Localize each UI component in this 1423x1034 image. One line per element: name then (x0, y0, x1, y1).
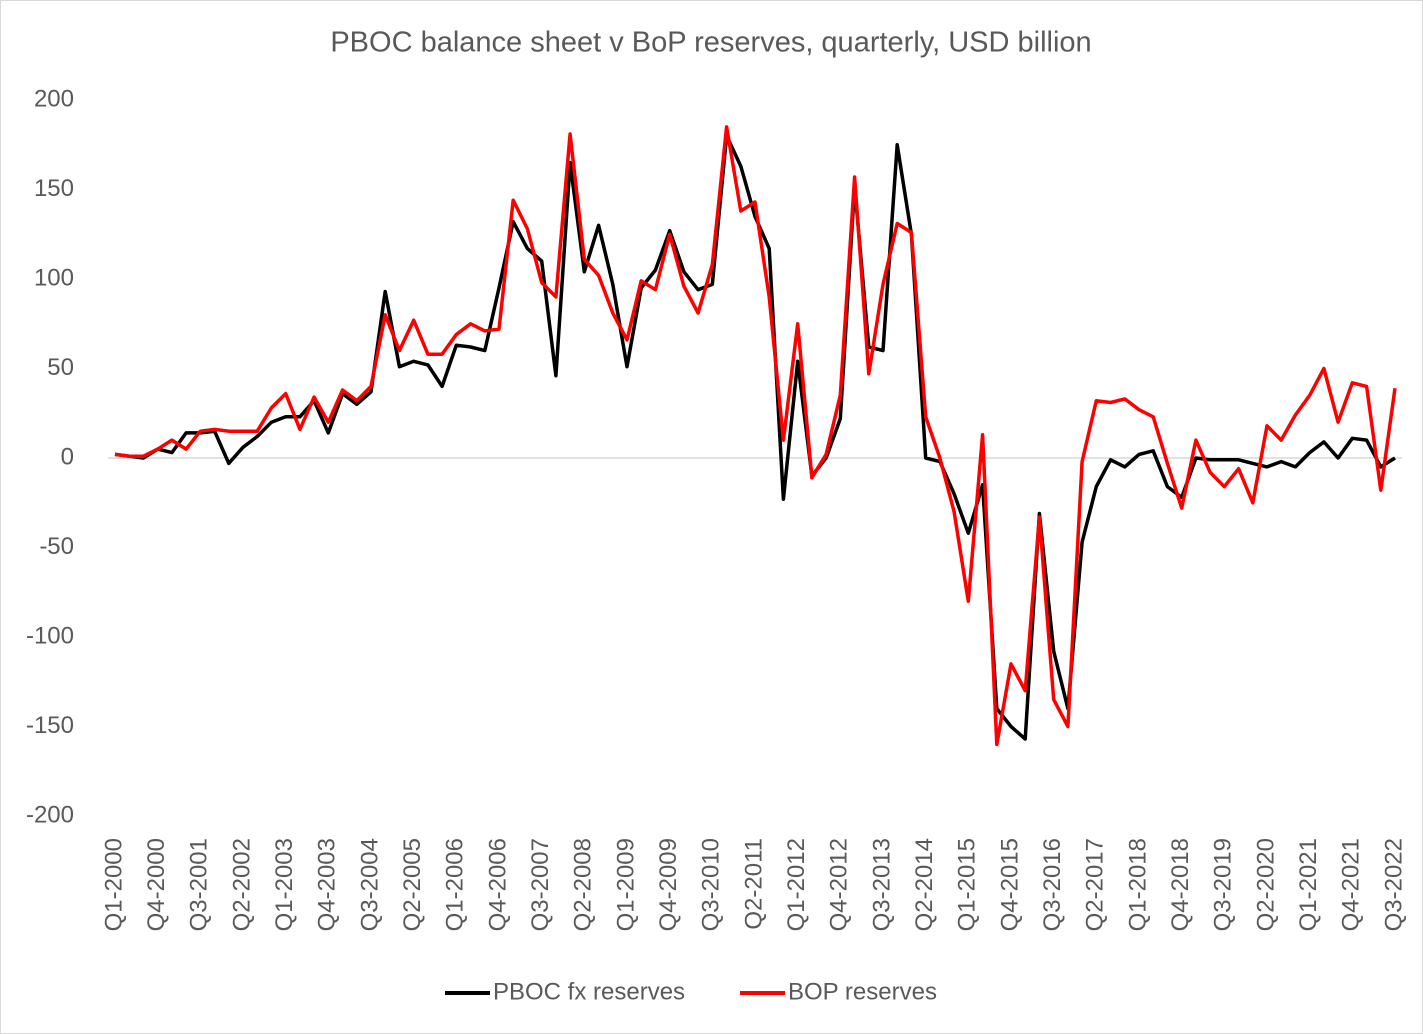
y-tick-label: 150 (34, 175, 74, 202)
y-tick-label: -200 (26, 801, 74, 828)
x-tick-label: Q2-2017 (1082, 838, 1109, 931)
x-tick-label: Q3-2019 (1210, 838, 1237, 931)
x-tick-label: Q4-2009 (655, 838, 682, 931)
x-tick-label: Q1-2018 (1124, 838, 1151, 931)
x-tick-label: Q2-2005 (399, 838, 426, 931)
x-tick-label: Q3-2001 (186, 838, 213, 931)
x-tick-label: Q2-2008 (570, 838, 597, 931)
y-tick-label: -150 (26, 712, 74, 739)
x-tick-label: Q4-2018 (1167, 838, 1194, 931)
x-tick-label: Q4-2021 (1338, 838, 1365, 931)
y-tick-label: -100 (26, 622, 74, 649)
x-tick-label: Q2-2002 (228, 838, 255, 931)
x-tick-label: Q4-2003 (314, 838, 341, 931)
x-tick-label: Q4-2015 (996, 838, 1023, 931)
x-tick-label: Q3-2010 (698, 838, 725, 931)
x-tick-label: Q2-2020 (1252, 838, 1279, 931)
chart-title: PBOC balance sheet v BoP reserves, quart… (330, 27, 1091, 59)
x-tick-label: Q1-2003 (271, 838, 298, 931)
legend-label: PBOC fx reserves (493, 978, 685, 1005)
x-tick-label: Q3-2007 (527, 838, 554, 931)
x-tick-label: Q1-2009 (612, 838, 639, 931)
x-tick-label: Q3-2013 (868, 838, 895, 931)
y-tick-label: 200 (34, 85, 74, 112)
y-tick-label: 0 (61, 443, 74, 470)
x-tick-label: Q3-2022 (1380, 838, 1407, 931)
y-tick-label: 50 (47, 354, 74, 381)
x-tick-label: Q4-2006 (484, 838, 511, 931)
x-tick-label: Q2-2011 (740, 838, 767, 930)
x-tick-label: Q1-2015 (954, 838, 981, 931)
x-tick-label: Q4-2012 (826, 838, 853, 931)
x-tick-label: Q4-2000 (143, 838, 170, 931)
x-tick-label: Q2-2014 (911, 838, 938, 931)
x-tick-label: Q1-2012 (783, 838, 810, 931)
x-tick-label: Q3-2004 (356, 838, 383, 931)
x-tick-label: Q3-2016 (1039, 838, 1066, 931)
series-line (114, 125, 1397, 747)
y-tick-label: -50 (39, 533, 74, 560)
x-tick-label: Q1-2000 (100, 838, 127, 931)
x-tick-label: Q1-2021 (1295, 838, 1322, 931)
series-line (114, 134, 1396, 741)
legend-label: BOP reserves (788, 978, 937, 1005)
y-tick-label: 100 (34, 264, 74, 291)
x-tick-label: Q1-2006 (442, 838, 469, 931)
